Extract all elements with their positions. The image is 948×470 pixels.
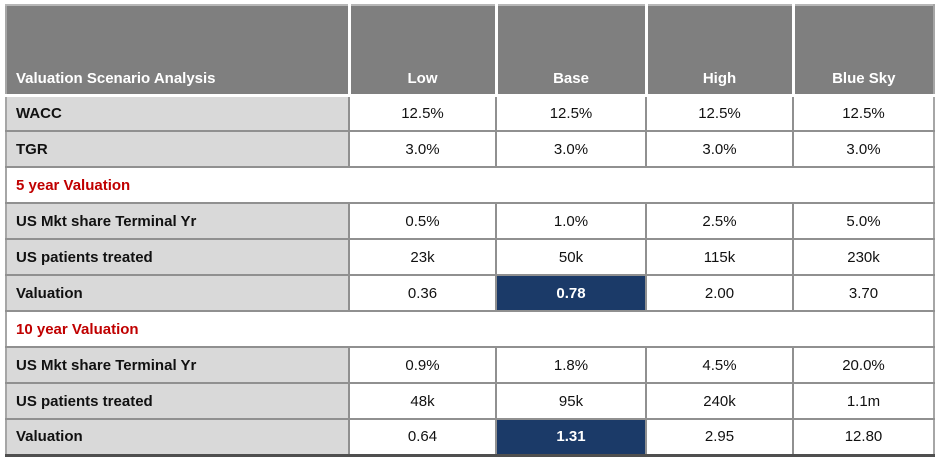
cell-value: 0.5% xyxy=(349,203,497,240)
cell-value: 3.0% xyxy=(496,131,647,168)
cell-value: 48k xyxy=(349,383,497,420)
cell-value: 50k xyxy=(496,239,647,276)
cell-value: 3.0% xyxy=(793,131,934,168)
cell-value: 20.0% xyxy=(793,347,934,384)
table-row-mktshare-5yr: US Mkt share Terminal Yr 0.5% 1.0% 2.5% … xyxy=(6,203,934,240)
cell-value: 0.36 xyxy=(349,275,497,312)
section-row-10yr: 10 year Valuation xyxy=(6,311,934,348)
row-label: WACC xyxy=(6,95,350,132)
cell-value: 3.0% xyxy=(646,131,794,168)
table-title: Valuation Scenario Analysis xyxy=(6,5,351,97)
section-header-5yr: 5 year Valuation xyxy=(6,167,934,204)
section-row-5yr: 5 year Valuation xyxy=(6,167,934,204)
cell-value: 4.5% xyxy=(646,347,794,384)
cell-value: 12.80 xyxy=(793,419,934,456)
cell-value: 115k xyxy=(646,239,794,276)
col-header-bluesky: Blue Sky xyxy=(793,5,934,97)
cell-value: 2.95 xyxy=(646,419,794,456)
row-label: Valuation xyxy=(6,419,350,456)
cell-value: 2.00 xyxy=(646,275,794,312)
cell-value: 230k xyxy=(793,239,934,276)
cell-value: 1.0% xyxy=(496,203,647,240)
cell-value: 3.70 xyxy=(793,275,934,312)
table-row-patients-5yr: US patients treated 23k 50k 115k 230k xyxy=(6,239,934,276)
cell-value: 12.5% xyxy=(349,95,497,132)
row-label: TGR xyxy=(6,131,350,168)
row-label: US Mkt share Terminal Yr xyxy=(6,347,350,384)
cell-value: 3.0% xyxy=(349,131,497,168)
table-row-wacc: WACC 12.5% 12.5% 12.5% 12.5% xyxy=(6,95,934,132)
cell-value: 1.1m xyxy=(793,383,934,420)
valuation-scenario-table: Valuation Scenario Analysis Low Base Hig… xyxy=(5,4,935,457)
cell-value: 12.5% xyxy=(646,95,794,132)
cell-value: 12.5% xyxy=(496,95,647,132)
cell-value: 0.9% xyxy=(349,347,497,384)
cell-value: 12.5% xyxy=(793,95,934,132)
cell-value-highlight: 0.78 xyxy=(496,275,647,312)
cell-value-highlight: 1.31 xyxy=(496,419,647,456)
table-row-valuation-10yr: Valuation 0.64 1.31 2.95 12.80 xyxy=(6,419,934,456)
row-label: US Mkt share Terminal Yr xyxy=(6,203,350,240)
col-header-high: High xyxy=(646,5,795,97)
cell-value: 5.0% xyxy=(793,203,934,240)
cell-value: 240k xyxy=(646,383,794,420)
col-header-base: Base xyxy=(496,5,648,97)
table-row-tgr: TGR 3.0% 3.0% 3.0% 3.0% xyxy=(6,131,934,168)
row-label: US patients treated xyxy=(6,239,350,276)
cell-value: 95k xyxy=(496,383,647,420)
cell-value: 23k xyxy=(349,239,497,276)
row-label: Valuation xyxy=(6,275,350,312)
col-header-low: Low xyxy=(349,5,498,97)
valuation-table-container: Valuation Scenario Analysis Low Base Hig… xyxy=(5,4,935,457)
table-row-patients-10yr: US patients treated 48k 95k 240k 1.1m xyxy=(6,383,934,420)
table-row-valuation-5yr: Valuation 0.36 0.78 2.00 3.70 xyxy=(6,275,934,312)
header-row: Valuation Scenario Analysis Low Base Hig… xyxy=(6,5,934,97)
cell-value: 2.5% xyxy=(646,203,794,240)
cell-value: 0.64 xyxy=(349,419,497,456)
section-header-10yr: 10 year Valuation xyxy=(6,311,934,348)
row-label: US patients treated xyxy=(6,383,350,420)
cell-value: 1.8% xyxy=(496,347,647,384)
table-row-mktshare-10yr: US Mkt share Terminal Yr 0.9% 1.8% 4.5% … xyxy=(6,347,934,384)
